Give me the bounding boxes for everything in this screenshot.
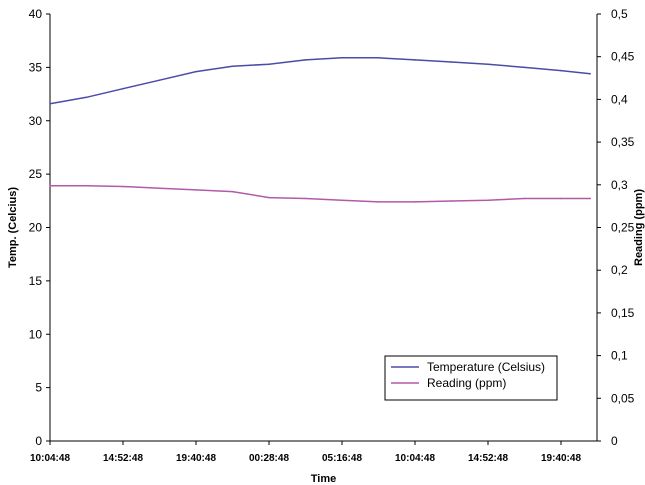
series-point [377, 201, 380, 203]
series-point [195, 70, 197, 73]
x-tick-label: 14:52:48 [468, 453, 508, 464]
x-tick-label: 10:04:48 [30, 453, 70, 464]
x-tick-label: 05:16:48 [322, 453, 362, 464]
series-point [450, 200, 453, 202]
y-left-tick-label: 40 [29, 7, 43, 21]
series-line-1 [50, 184, 591, 203]
y-right-tick-label: 0,25 [611, 221, 635, 235]
series-point [414, 201, 416, 203]
series-point [49, 102, 51, 105]
series-point [231, 190, 234, 193]
x-tick-label: 10:04:48 [395, 453, 435, 464]
legend-box [384, 355, 558, 401]
series-point [304, 59, 307, 61]
y-right-tick-label: 0,15 [611, 306, 635, 320]
y-left-tick-label: 5 [35, 381, 42, 395]
y-right-tick-label: 0,1 [611, 349, 628, 363]
series-point [85, 184, 88, 187]
x-tick-label: 19:40:48 [541, 453, 581, 464]
series-point [377, 56, 380, 59]
y-left-tick-label: 10 [29, 327, 43, 341]
y-left-tick-label: 25 [29, 167, 43, 181]
series-point [122, 87, 124, 90]
y-left-tick-label: 35 [29, 60, 43, 74]
series-point [122, 185, 124, 188]
series-point [589, 197, 591, 200]
series-point [85, 96, 88, 99]
series-point [158, 79, 161, 81]
series-point [158, 187, 161, 190]
series-point [304, 197, 307, 200]
y-right-tick-label: 0,05 [611, 391, 635, 405]
y-right-tick-label: 0,45 [611, 50, 635, 64]
y-left-axis-title: Temp. (Celcius) [7, 187, 19, 268]
series-line-0 [49, 57, 591, 105]
series-point [231, 65, 234, 68]
series-point [414, 59, 416, 61]
y-right-tick-label: 0,4 [611, 92, 628, 106]
series-point [195, 189, 197, 191]
series-point [341, 56, 343, 59]
x-tick-label: 14:52:48 [103, 453, 143, 464]
y-left-tick-label: 20 [29, 221, 43, 235]
series-point [268, 196, 270, 199]
series-point [487, 63, 489, 65]
series-point [560, 197, 562, 200]
series-point [560, 69, 562, 72]
y-right-tick-label: 0,5 [611, 7, 628, 21]
series-point [450, 61, 453, 63]
legend-label: Reading (ppm) [427, 376, 506, 390]
y-left-tick-label: 15 [29, 274, 43, 288]
series-point [268, 63, 270, 65]
y-left-tick-label: 30 [29, 114, 43, 128]
series-point [341, 199, 343, 201]
x-axis-title: Time [311, 473, 336, 485]
series-point [523, 197, 526, 200]
series-point [487, 199, 489, 201]
x-tick-label: 19:40:48 [176, 453, 216, 464]
series-point [49, 184, 51, 187]
y-right-tick-label: 0,3 [611, 178, 628, 192]
y-left-tick-label: 0 [35, 434, 42, 448]
series-point [523, 66, 526, 69]
x-tick-label: 00:28:48 [249, 453, 289, 464]
legend-label: Temperature (Celsius) [427, 360, 545, 374]
y-right-tick-label: 0,2 [611, 263, 628, 277]
y-right-tick-label: 0,35 [611, 135, 635, 149]
series-point [589, 72, 591, 75]
y-right-axis-title: Reading (ppm) [633, 189, 645, 266]
y-right-tick-label: 0 [611, 434, 618, 448]
